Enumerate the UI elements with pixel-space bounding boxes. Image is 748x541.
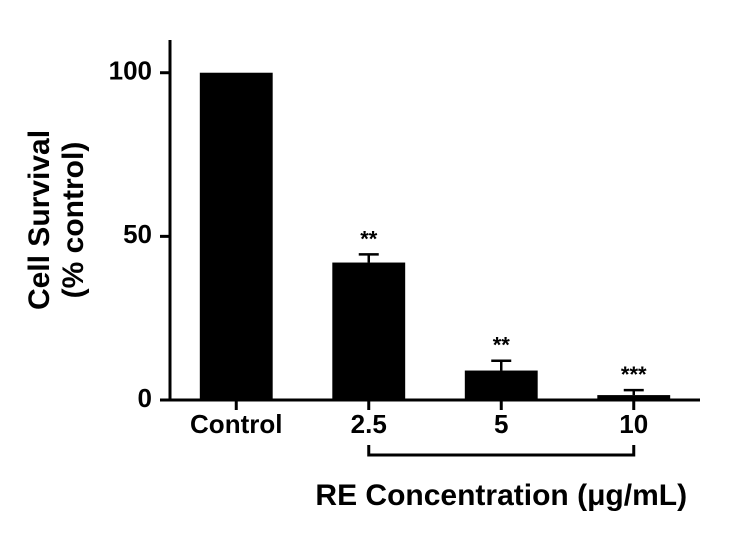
bar bbox=[597, 395, 670, 400]
svg-text:Cell Survival: Cell Survival bbox=[23, 130, 56, 310]
svg-text:(% control): (% control) bbox=[57, 142, 90, 299]
y-axis-label: Cell Survival(% control) bbox=[23, 130, 90, 310]
y-tick-label: 100 bbox=[109, 56, 152, 86]
x-axis-label: RE Concentration (μg/mL) bbox=[315, 479, 687, 512]
significance-marker: ** bbox=[360, 226, 378, 251]
x-tick-label: 5 bbox=[494, 409, 508, 439]
x-tick-label: Control bbox=[190, 409, 282, 439]
cell-survival-bar-chart: 0 50 100 Control 2.5 ** 5 ** 10 *** RE Concentrati… bbox=[0, 0, 748, 541]
y-tick-label: 50 bbox=[123, 219, 152, 249]
x-tick-label: 10 bbox=[619, 409, 648, 439]
significance-marker: *** bbox=[621, 362, 647, 387]
significance-marker: ** bbox=[493, 333, 511, 358]
chart-svg: 0 50 100 Control 2.5 ** 5 ** 10 *** RE Concentrati… bbox=[0, 0, 748, 541]
group-bracket bbox=[369, 445, 634, 455]
y-tick-label: 0 bbox=[138, 383, 152, 413]
bar bbox=[200, 73, 273, 400]
x-tick-label: 2.5 bbox=[351, 409, 387, 439]
bar bbox=[332, 263, 405, 400]
bar bbox=[465, 371, 538, 400]
